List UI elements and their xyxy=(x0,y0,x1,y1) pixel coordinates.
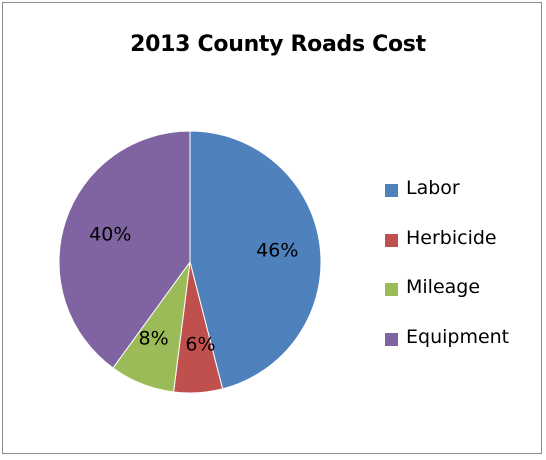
pie-labels: 46% 6% 8% 40% xyxy=(89,223,298,355)
legend-label-equipment: Equipment xyxy=(406,325,510,348)
legend-swatch-labor xyxy=(385,184,398,197)
pie-slices xyxy=(58,130,322,394)
chart-title: 2013 County Roads Cost xyxy=(130,32,426,57)
legend-item-mileage: Mileage xyxy=(385,275,541,301)
legend-item-labor: Labor xyxy=(385,176,541,202)
pie-label-labor: 46% xyxy=(256,240,298,262)
legend-swatch-herbicide xyxy=(385,233,398,247)
pie-slice-equipment xyxy=(58,130,191,369)
legend-label-labor: Labor xyxy=(406,177,460,199)
pie-label-mileage: 8% xyxy=(139,327,169,349)
legend-item-herbicide: Herbicide xyxy=(385,226,541,252)
legend-swatch-equipment xyxy=(385,332,398,346)
legend-label-herbicide: Herbicide xyxy=(406,226,497,249)
legend-swatch-mileage xyxy=(385,283,398,296)
pie-slice-labor xyxy=(189,130,322,390)
legend-label-mileage: Mileage xyxy=(406,276,481,298)
legend: Labor Herbicide Mileage Equipment xyxy=(385,176,541,374)
pie-label-herbicide: 6% xyxy=(185,333,215,355)
legend-item-equipment: Equipment xyxy=(385,325,541,351)
pie-label-equipment: 40% xyxy=(89,223,131,245)
